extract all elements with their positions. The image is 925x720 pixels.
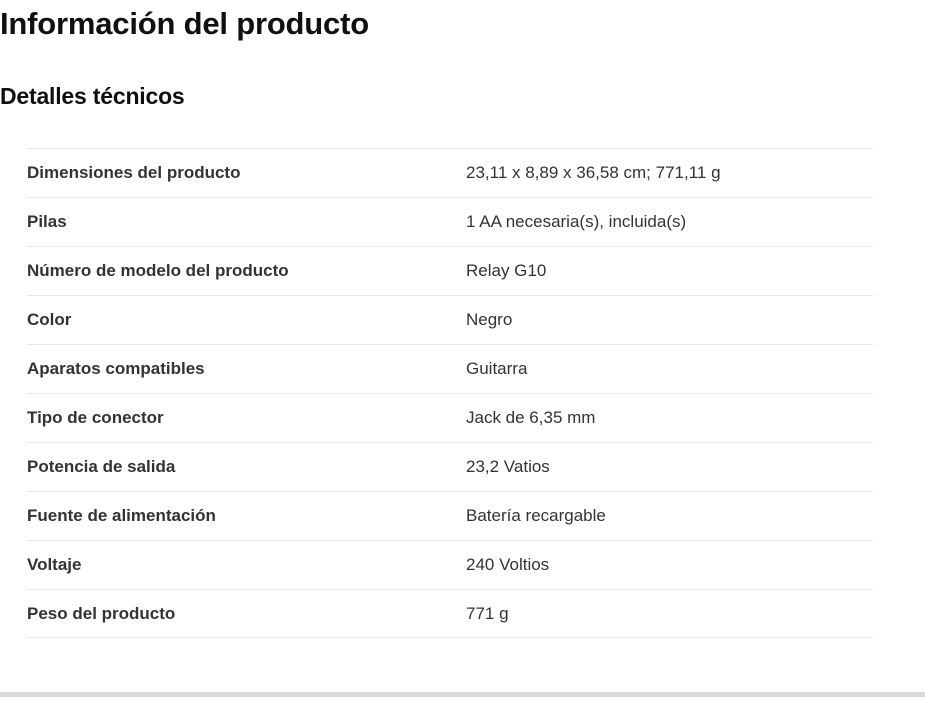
spec-label: Pilas (27, 212, 67, 231)
spec-label: Dimensiones del producto (27, 163, 241, 182)
table-row: Dimensiones del producto 23,11 x 8,89 x … (27, 148, 873, 197)
table-row: Voltaje 240 Voltios (27, 540, 873, 589)
table-row: Tipo de conector Jack de 6,35 mm (27, 393, 873, 442)
spec-value: 240 Voltios (466, 555, 550, 574)
section-divider (0, 692, 925, 697)
table-row: Peso del producto 771 g (27, 589, 873, 638)
spec-label: Voltaje (27, 555, 82, 574)
spec-value: 771 g (466, 603, 509, 623)
spec-value: Jack de 6,35 mm (466, 408, 596, 427)
section-title-technical-details: Detalles técnicos (0, 83, 185, 109)
table-row: Aparatos compatibles Guitarra (27, 344, 873, 393)
spec-label: Aparatos compatibles (27, 359, 205, 378)
table-row: Fuente de alimentación Batería recargabl… (27, 491, 873, 540)
spec-value: Relay G10 (466, 261, 547, 280)
spec-value: Guitarra (466, 359, 528, 378)
spec-label: Número de modelo del producto (27, 261, 289, 280)
table-row: Pilas 1 AA necesaria(s), incluida(s) (27, 197, 873, 246)
spec-value: Batería recargable (466, 506, 606, 525)
table-row: Color Negro (27, 295, 873, 344)
spec-label: Tipo de conector (27, 408, 164, 427)
spec-value: 23,2 Vatios (466, 457, 550, 476)
spec-label: Color (27, 310, 72, 329)
page-title: Información del producto (0, 6, 369, 41)
spec-value: 1 AA necesaria(s), incluida(s) (466, 212, 687, 231)
spec-value: Negro (466, 310, 513, 329)
spec-value: 23,11 x 8,89 x 36,58 cm; 771,11 g (466, 163, 721, 182)
spec-label: Potencia de salida (27, 457, 176, 476)
spec-label: Fuente de alimentación (27, 506, 216, 525)
technical-details-table: Dimensiones del producto 23,11 x 8,89 x … (27, 148, 873, 638)
table-row: Número de modelo del producto Relay G10 (27, 246, 873, 295)
table-row: Potencia de salida 23,2 Vatios (27, 442, 873, 491)
spec-label: Peso del producto (27, 603, 176, 623)
